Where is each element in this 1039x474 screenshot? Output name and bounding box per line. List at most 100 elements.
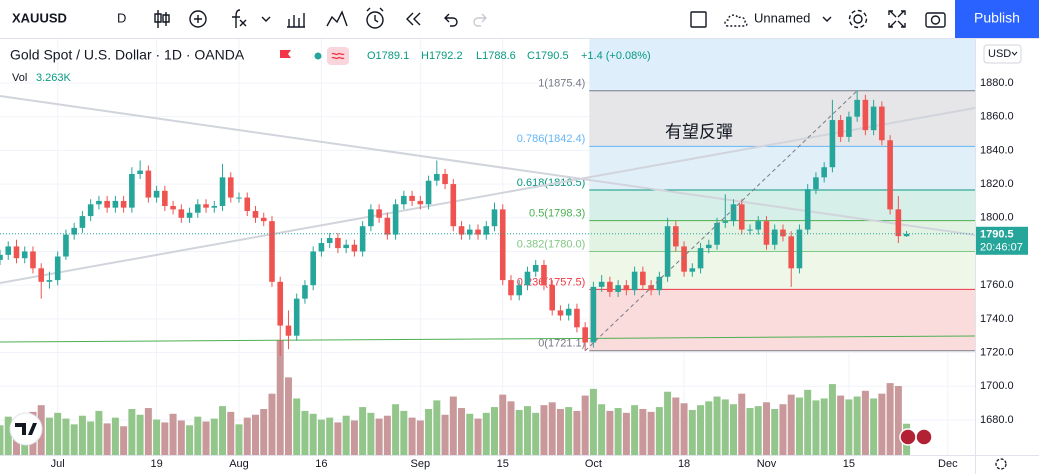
candle-body xyxy=(442,173,448,185)
candle-body xyxy=(260,217,267,222)
event-flag[interactable] xyxy=(899,428,917,446)
x-tick-label: Dec xyxy=(938,458,958,470)
publish-label[interactable]: Publish xyxy=(974,10,1020,26)
candle-body xyxy=(87,204,94,217)
volume-bar xyxy=(713,396,721,455)
event-flag[interactable] xyxy=(915,428,933,446)
volume-bar xyxy=(350,420,358,455)
volume-bar xyxy=(227,411,235,455)
expand-icon[interactable] xyxy=(888,10,906,28)
compare-icon[interactable] xyxy=(287,13,305,28)
x-tick-label: 15 xyxy=(843,458,855,470)
volume-bar xyxy=(186,425,194,455)
symbol[interactable]: XAUUSD xyxy=(12,10,67,25)
flag-icon[interactable] xyxy=(280,50,291,58)
redo-icon[interactable] xyxy=(473,13,487,27)
axis-settings[interactable] xyxy=(995,458,1007,470)
volume-bar xyxy=(762,402,770,455)
candle-body xyxy=(13,246,20,259)
volume-bar xyxy=(606,410,614,455)
volume-bar xyxy=(589,388,597,455)
candle-body xyxy=(326,237,333,244)
x-tick-label: 18 xyxy=(678,458,690,470)
volume-bar xyxy=(301,410,309,455)
trend-line xyxy=(0,107,976,284)
candle-body xyxy=(846,116,852,137)
candle-body xyxy=(434,173,440,181)
candle-body xyxy=(359,226,366,252)
status-dot xyxy=(314,52,322,60)
last-price-box xyxy=(976,226,1028,255)
indicator-icon[interactable] xyxy=(189,10,207,28)
interval[interactable]: D xyxy=(117,10,126,25)
fx-icon[interactable] xyxy=(232,9,247,28)
candle-body xyxy=(656,276,663,291)
candle-body xyxy=(252,211,259,218)
alert-hands xyxy=(366,7,384,23)
status-icon xyxy=(331,52,345,60)
volume-bar xyxy=(251,414,259,455)
candle-body xyxy=(5,246,12,255)
candle-body xyxy=(738,204,745,230)
fib-zone xyxy=(589,189,975,221)
candle-body xyxy=(854,99,860,117)
fullscreen-icon[interactable] xyxy=(690,11,707,28)
candle-body xyxy=(705,244,712,249)
volume-bar xyxy=(449,396,457,455)
undo-icon[interactable] xyxy=(444,13,458,27)
volume-bar xyxy=(260,409,268,455)
volume-bar xyxy=(416,420,424,455)
volume-bar xyxy=(359,407,367,455)
candle-body xyxy=(532,264,539,272)
data-status[interactable] xyxy=(327,47,349,65)
dropdown-icon[interactable] xyxy=(261,16,271,22)
volume-bar xyxy=(202,421,210,455)
dropdown-icon[interactable] xyxy=(822,16,832,22)
volume-bar xyxy=(573,410,581,455)
legend-title: Gold Spot / U.S. Dollar · 1D · OANDA xyxy=(10,47,245,63)
volume-bar xyxy=(309,413,317,455)
layout-name[interactable]: Unnamed xyxy=(754,10,810,25)
volume-bar xyxy=(804,389,812,455)
settings-icon[interactable] xyxy=(853,14,863,24)
candle-body xyxy=(747,229,753,231)
candle-body xyxy=(318,243,325,252)
candle-body xyxy=(673,226,679,247)
rewind-icon[interactable] xyxy=(406,12,421,26)
volume-bar xyxy=(326,417,334,455)
candle-body xyxy=(368,209,374,227)
fib-label: 0.618(1816.5) xyxy=(517,177,586,189)
candle-body xyxy=(425,180,432,205)
legend-high: H1792.2 xyxy=(421,50,463,62)
volume-bar xyxy=(466,413,474,455)
volume-bar xyxy=(128,409,136,455)
publish-button[interactable] xyxy=(955,0,1039,38)
volume-bar xyxy=(861,390,869,455)
volume-bar xyxy=(532,412,540,455)
candle-body xyxy=(104,200,110,208)
volume-bar xyxy=(721,399,729,455)
candle-body xyxy=(755,221,762,230)
fib-zone xyxy=(589,251,975,290)
currency-select[interactable] xyxy=(983,44,1022,64)
candle-body xyxy=(236,197,242,199)
volume-bar xyxy=(284,377,292,455)
settings-gear xyxy=(848,9,868,29)
candles-icon[interactable] xyxy=(154,10,170,28)
candle-body xyxy=(71,227,77,235)
volume-bar xyxy=(268,393,276,455)
candle-body xyxy=(38,268,45,282)
currency[interactable]: USD xyxy=(988,48,1011,60)
volume-bar xyxy=(153,419,161,455)
candle-body xyxy=(153,190,160,198)
candle-body xyxy=(63,234,69,257)
replay-icon[interactable] xyxy=(326,10,348,27)
legend-low: L1788.6 xyxy=(476,50,516,62)
snapshot-icon[interactable] xyxy=(925,12,946,28)
alert-icon[interactable] xyxy=(366,11,384,29)
candle-body xyxy=(697,248,704,269)
volume-bar xyxy=(78,415,86,455)
dropdown-icon xyxy=(1011,51,1018,56)
volume-bar xyxy=(565,407,573,455)
